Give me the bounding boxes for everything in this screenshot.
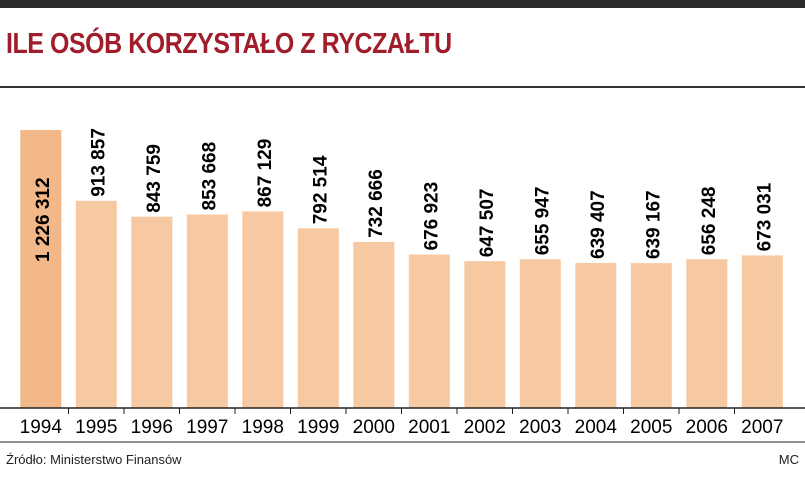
bar-2007 [741,255,783,408]
title-divider [0,86,805,88]
bar-2000 [353,241,395,408]
bar-2001 [408,254,450,408]
bar-chart: 1 226 312 1994 913 857 1995 843 759 1996 853 6… [0,128,805,443]
value-label-1995: 913 857 [88,128,109,197]
bar-1997 [186,214,228,408]
x-tick-label-1994: 1994 [20,417,63,438]
x-tick-label-2007: 2007 [741,417,783,438]
value-label-1996: 843 759 [144,144,165,213]
bar-1998 [242,211,284,408]
x-tick-label-2000: 2000 [353,417,395,438]
value-label-1997: 853 668 [199,142,220,211]
value-label-2001: 676 923 [421,182,442,251]
x-tick-label-2002: 2002 [464,417,506,438]
x-tick-label-2006: 2006 [686,417,728,438]
bar-2003 [519,259,561,408]
bar-1995 [75,200,117,408]
x-tick-label-1997: 1997 [186,417,228,438]
x-tick-label-1998: 1998 [242,417,284,438]
x-tick-label-2004: 2004 [575,417,618,438]
x-tick-label-1995: 1995 [75,417,117,438]
author-credit: MC [778,452,799,467]
x-tick-label-1999: 1999 [297,417,339,438]
bar-2006 [686,259,728,408]
value-label-1999: 792 514 [310,155,331,224]
value-label-2006: 656 248 [699,187,720,256]
value-label-1998: 867 129 [255,139,276,208]
bar-2002 [464,261,506,408]
x-tick-label-2005: 2005 [630,417,672,438]
value-label-2007: 673 031 [754,182,775,251]
bar-1996 [131,216,173,408]
value-label-2000: 732 666 [366,169,387,238]
bar-1994 [20,130,62,408]
bar-2004 [575,263,617,408]
value-label-2002: 647 507 [477,189,498,258]
value-label-2004: 639 407 [588,190,609,259]
x-tick-label-2003: 2003 [519,417,561,438]
top-rule [0,0,805,8]
value-label-1994: 1 226 312 [33,177,54,262]
bar-1999 [297,228,339,408]
bar-2005 [630,263,672,408]
value-label-2005: 639 167 [643,190,664,259]
x-tick-label-1996: 1996 [131,417,173,438]
source-note: Źródło: Ministerstwo Finansów [6,452,182,467]
x-tick-label-2001: 2001 [408,417,450,438]
chart-title: ILE OSÓB KORZYSTAŁO Z RYCZAŁTU [6,28,452,60]
value-label-2003: 655 947 [532,187,553,256]
